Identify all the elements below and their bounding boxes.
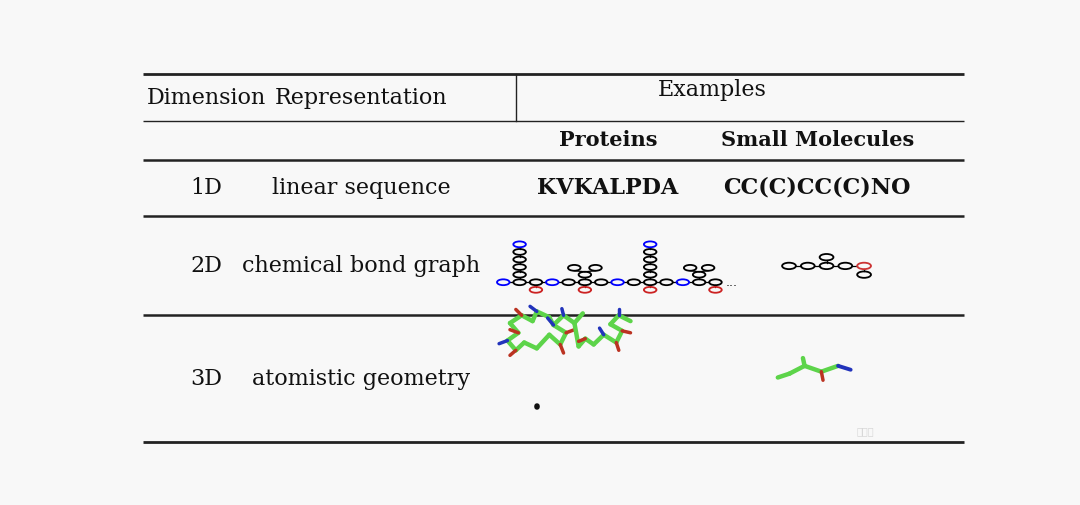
- Text: ...: ...: [726, 276, 738, 289]
- Text: linear sequence: linear sequence: [272, 177, 450, 199]
- Text: Representation: Representation: [274, 86, 447, 109]
- Text: Dimension: Dimension: [147, 86, 266, 109]
- Text: 3D: 3D: [190, 368, 222, 390]
- Text: 1D: 1D: [190, 177, 222, 199]
- Text: 量子位: 量子位: [856, 426, 874, 436]
- Text: CC(C)CC(C)NO: CC(C)CC(C)NO: [724, 177, 910, 199]
- Text: atomistic geometry: atomistic geometry: [252, 368, 470, 390]
- Text: chemical bond graph: chemical bond graph: [242, 255, 480, 277]
- Text: KVKALPDA: KVKALPDA: [537, 177, 678, 199]
- Text: Small Molecules: Small Molecules: [720, 130, 914, 150]
- Text: Proteins: Proteins: [558, 130, 657, 150]
- Text: 2D: 2D: [190, 255, 222, 277]
- Text: Examples: Examples: [658, 79, 767, 101]
